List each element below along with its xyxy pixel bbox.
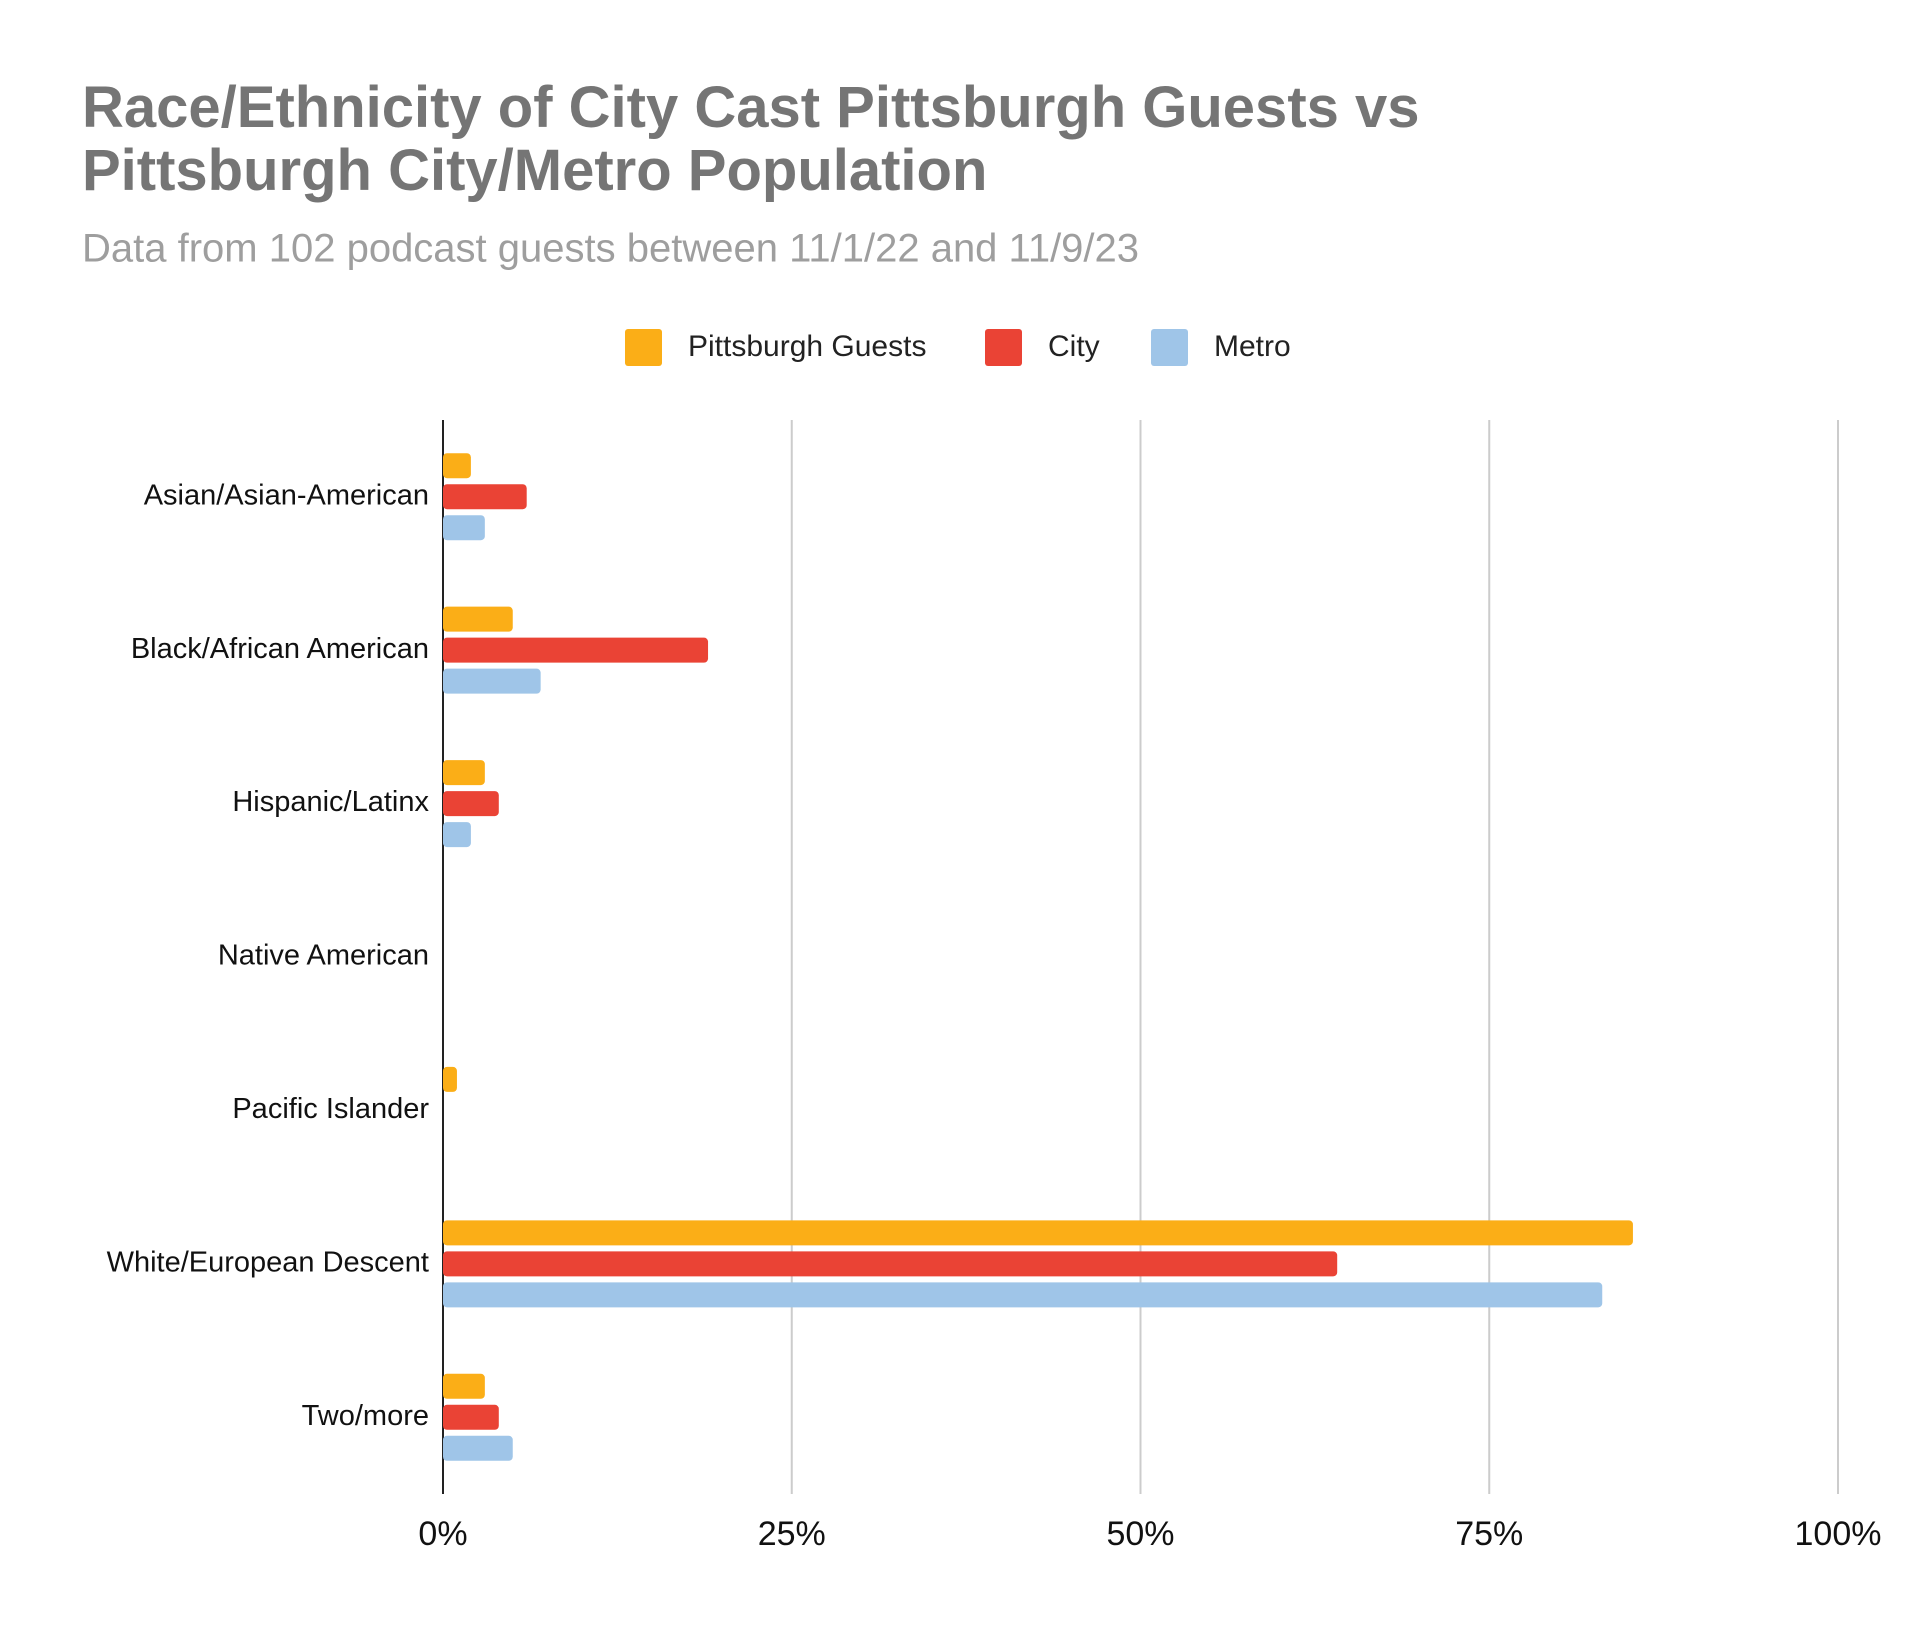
bar <box>443 453 471 479</box>
legend-label: City <box>1048 330 1100 363</box>
x-tick-label: 25% <box>758 1515 826 1553</box>
chart-subtitle: Data from 102 podcast guests between 11/… <box>82 227 1139 271</box>
y-tick-label: Hispanic/Latinx <box>232 786 429 818</box>
bar <box>443 1404 499 1430</box>
bar <box>443 1373 485 1399</box>
y-tick-label: Native American <box>218 940 429 972</box>
bar <box>443 760 485 786</box>
x-tick-label: 50% <box>1106 1515 1174 1553</box>
x-tick-label: 0% <box>418 1515 467 1553</box>
bar <box>443 1220 1633 1246</box>
legend-label: Metro <box>1214 330 1291 363</box>
bar <box>443 1282 1603 1308</box>
bar <box>443 791 499 817</box>
legend-swatch <box>985 329 1022 366</box>
y-tick-label: Black/African American <box>131 633 429 665</box>
bar <box>443 668 541 694</box>
y-tick-label: White/European Descent <box>107 1247 429 1279</box>
bar <box>443 1251 1338 1277</box>
bar <box>443 606 513 632</box>
legend-swatch <box>1151 329 1188 366</box>
x-tick-label: 75% <box>1455 1515 1523 1553</box>
chart-title: Race/Ethnicity of City Cast Pittsburgh G… <box>82 75 1420 203</box>
legend-swatch <box>625 329 662 366</box>
bar <box>443 822 471 848</box>
bar <box>443 1066 457 1092</box>
bar <box>443 515 485 541</box>
y-tick-label: Pacific Islander <box>232 1093 429 1125</box>
y-tick-label: Two/more <box>302 1400 429 1432</box>
bar <box>443 1435 513 1461</box>
legend-label: Pittsburgh Guests <box>688 330 926 363</box>
bar <box>443 484 527 510</box>
bar <box>443 637 709 663</box>
y-tick-label: Asian/Asian-American <box>144 479 429 511</box>
x-tick-label: 100% <box>1795 1515 1882 1553</box>
